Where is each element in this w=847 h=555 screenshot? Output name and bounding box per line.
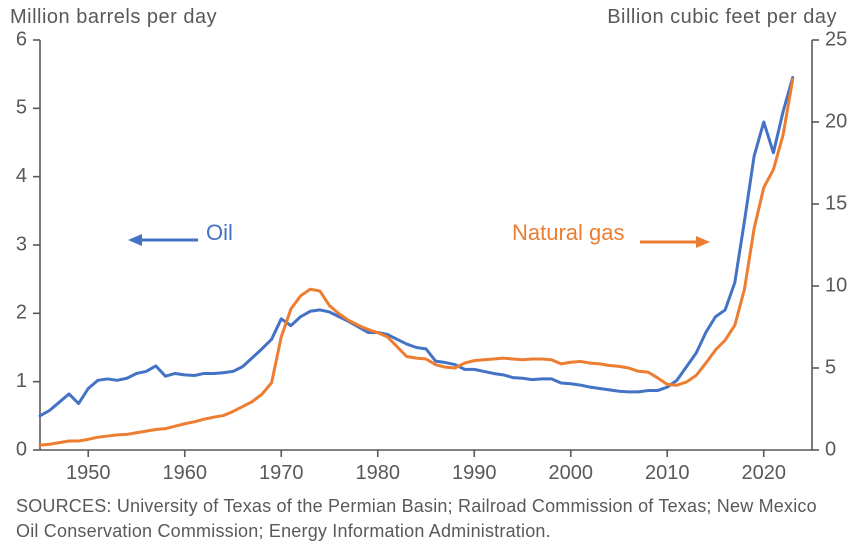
oil-arrow-left-icon bbox=[128, 230, 200, 250]
sources-text: SOURCES: University of Texas of the Perm… bbox=[16, 494, 831, 543]
oil-series-label: Oil bbox=[206, 220, 233, 246]
svg-text:20: 20 bbox=[825, 110, 847, 132]
svg-text:1960: 1960 bbox=[163, 462, 208, 484]
svg-text:2: 2 bbox=[16, 302, 27, 324]
svg-text:10: 10 bbox=[825, 274, 847, 296]
svg-text:1990: 1990 bbox=[452, 462, 497, 484]
svg-text:1970: 1970 bbox=[259, 462, 304, 484]
svg-text:4: 4 bbox=[16, 165, 27, 187]
svg-text:1980: 1980 bbox=[356, 462, 401, 484]
chart-container: Million barrels per day Billion cubic fe… bbox=[0, 0, 847, 555]
svg-text:6: 6 bbox=[16, 28, 27, 50]
natural-gas-line bbox=[40, 79, 793, 445]
line-chart: 0 1 2 3 4 5 6 0 5 10 15 20 25 1950 1960 1970 1980 1990 200… bbox=[0, 0, 847, 555]
svg-text:15: 15 bbox=[825, 192, 847, 214]
svg-text:3: 3 bbox=[16, 233, 27, 255]
svg-text:0: 0 bbox=[825, 438, 836, 460]
svg-text:25: 25 bbox=[825, 28, 847, 50]
svg-text:5: 5 bbox=[16, 97, 27, 119]
svg-text:1: 1 bbox=[16, 370, 27, 392]
svg-text:2010: 2010 bbox=[645, 462, 690, 484]
gas-arrow-right-icon bbox=[638, 232, 710, 252]
gas-series-label: Natural gas bbox=[512, 220, 625, 246]
svg-text:1950: 1950 bbox=[66, 462, 111, 484]
svg-text:2020: 2020 bbox=[742, 462, 787, 484]
svg-text:0: 0 bbox=[16, 438, 27, 460]
svg-text:2000: 2000 bbox=[549, 462, 594, 484]
svg-text:5: 5 bbox=[825, 356, 836, 378]
